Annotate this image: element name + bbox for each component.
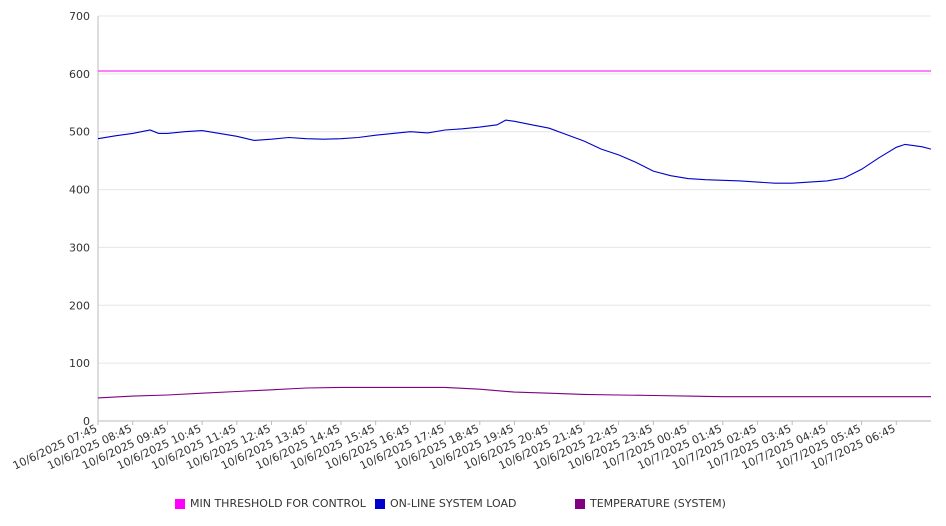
legend-item-min-threshold[interactable]: MIN THRESHOLD FOR CONTROL bbox=[175, 497, 366, 510]
legend-label-min-threshold: MIN THRESHOLD FOR CONTROL bbox=[190, 497, 366, 510]
series-line-temperature-system bbox=[97, 386, 931, 399]
y-tick-label: 0 bbox=[83, 415, 90, 428]
y-tick-label: 700 bbox=[69, 10, 90, 23]
legend-label-system-load: ON-LINE SYSTEM LOAD bbox=[390, 497, 517, 510]
legend-label-temperature: TEMPERATURE (SYSTEM) bbox=[590, 497, 726, 510]
y-tick-label: 400 bbox=[69, 184, 90, 197]
y-tick-label: 300 bbox=[69, 241, 90, 254]
legend-item-temperature[interactable]: TEMPERATURE (SYSTEM) bbox=[575, 497, 726, 510]
y-tick-label: 100 bbox=[69, 357, 90, 370]
y-tick-label: 600 bbox=[69, 68, 90, 81]
legend-swatch-min-threshold bbox=[175, 498, 185, 509]
y-axis: 0 100 200 300 400 500 600 700 bbox=[69, 10, 99, 428]
legend-item-system-load[interactable]: ON-LINE SYSTEM LOAD bbox=[375, 497, 516, 510]
grid-lines bbox=[98, 15, 931, 364]
legend-swatch-temperature bbox=[575, 498, 585, 509]
legend: MIN THRESHOLD FOR CONTROL ON-LINE SYSTEM… bbox=[0, 497, 946, 515]
legend-swatch-system-load bbox=[375, 498, 385, 509]
series-lines bbox=[97, 70, 932, 399]
y-tick-label: 200 bbox=[69, 299, 90, 312]
y-tick-label: 500 bbox=[69, 126, 90, 139]
series-line-on-line-system-load bbox=[97, 119, 932, 184]
